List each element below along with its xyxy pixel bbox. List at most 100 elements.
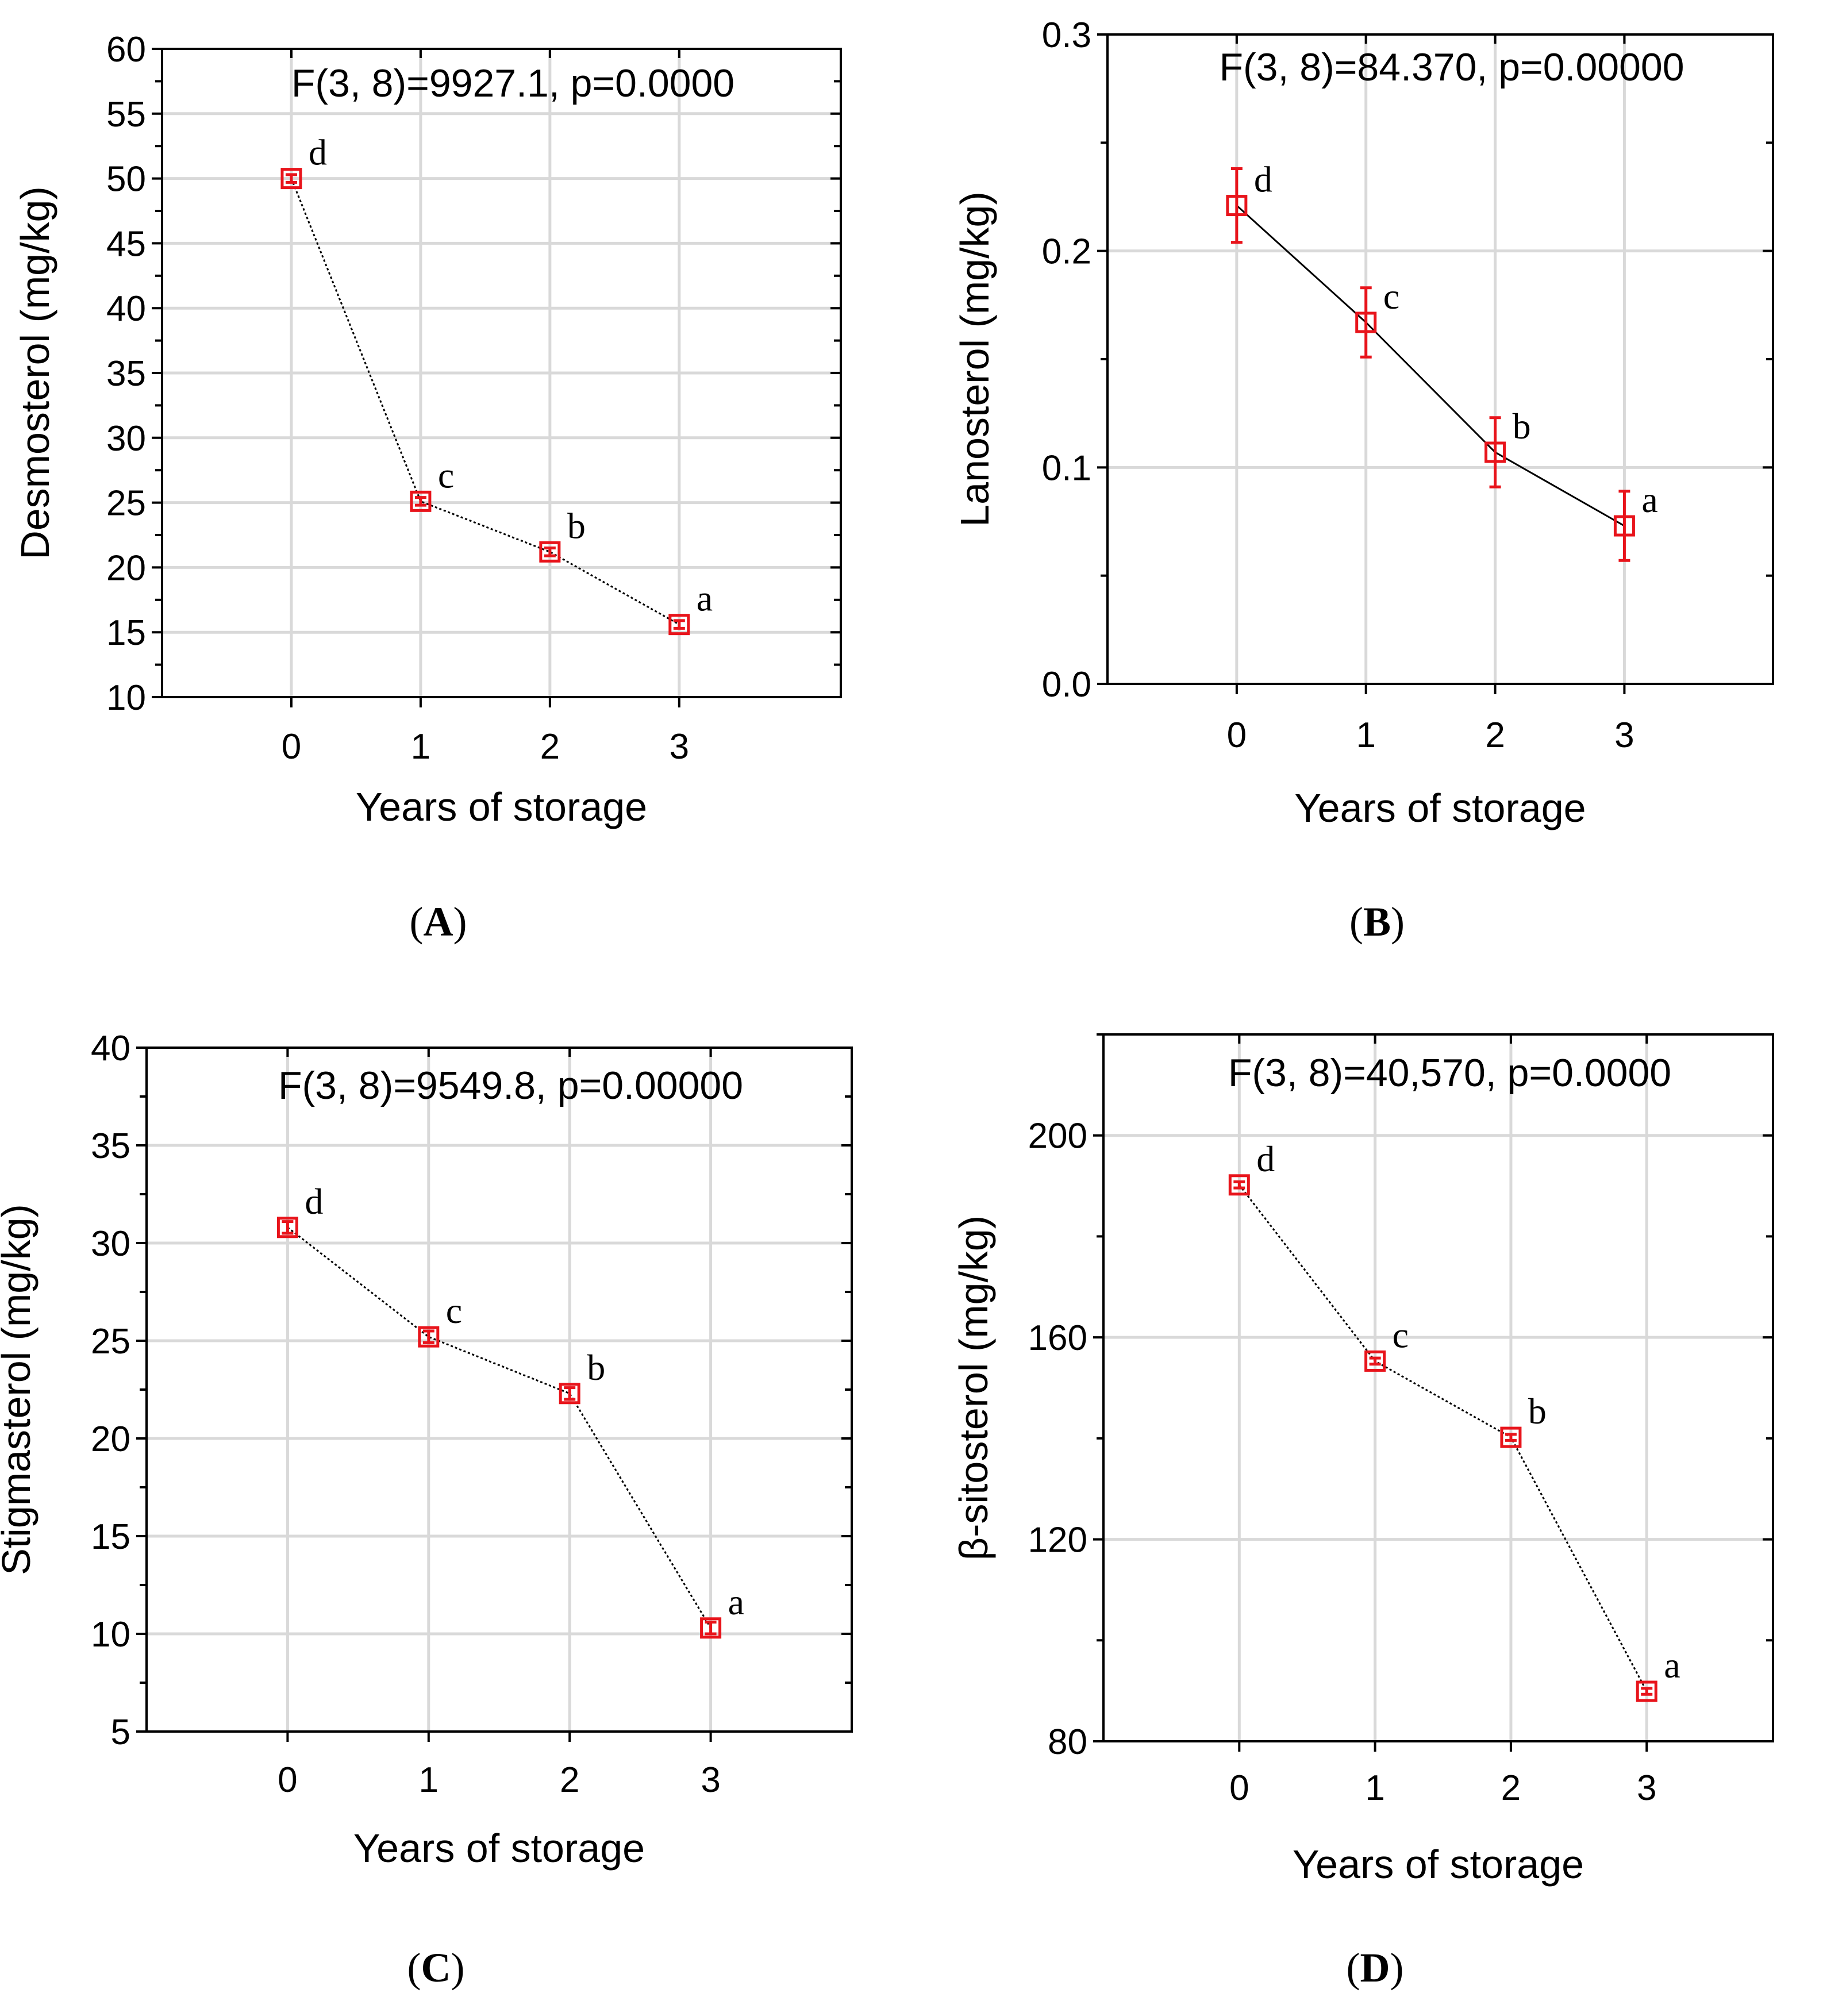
y-tick-label: 200 [1028, 1117, 1087, 1156]
x-tick-label: 3 [670, 727, 689, 767]
error-bar [1641, 1687, 1653, 1696]
error-bar [1233, 1180, 1245, 1190]
anova-annotation: F(3, 8)=9927.1, p=0.0000 [291, 61, 734, 105]
error-bar [1489, 416, 1501, 488]
error-bar [544, 547, 556, 557]
data-point-marker [1484, 441, 1506, 463]
y-tick-label: 10 [106, 678, 146, 718]
panel-a: 10 15 20 25 30 35 40 45 50 55 60 0 1 2 3 Desmosterol (m… [13, 30, 842, 945]
x-tick-label: 3 [701, 1760, 720, 1800]
y-tick-label: 40 [91, 1029, 130, 1068]
y-tick-label: 20 [91, 1419, 130, 1459]
y-tick-label: 35 [106, 354, 146, 394]
anova-annotation: F(3, 8)=9549.8, p=0.00000 [278, 1064, 743, 1107]
series-line [290, 178, 680, 625]
y-axis-title: Lanosterol (mg/kg) [952, 191, 997, 527]
panel-b: 0.0 0.1 0.2 0.3 0 1 2 3 Lanosterol (mg/kg) Years … [952, 16, 1774, 945]
panel-caption: (B) [1349, 899, 1405, 945]
x-tick-label: 1 [411, 727, 430, 767]
data-point-marker [410, 490, 432, 512]
group-letter: b [587, 1347, 605, 1388]
error-bar [285, 173, 297, 184]
y-tick-label: 160 [1028, 1318, 1087, 1358]
y-tick-label: 10 [91, 1615, 130, 1655]
error-bar [414, 496, 426, 507]
data-point-marker [1500, 1426, 1522, 1448]
group-letter: a [1664, 1645, 1680, 1686]
x-axis-title: Years of storage [353, 1826, 645, 1871]
group-letter: d [1256, 1138, 1275, 1179]
x-axis-title: Years of storage [1293, 1842, 1584, 1887]
y-tick-label: 120 [1028, 1521, 1087, 1560]
plot-frame [1106, 33, 1774, 685]
y-tick-label: 45 [106, 224, 146, 264]
x-tick-label: 1 [1365, 1768, 1384, 1808]
plot-frame [1102, 1033, 1774, 1742]
y-tick-label: 60 [106, 30, 146, 70]
y-tick-label: 0.1 [1042, 448, 1091, 488]
error-bar [282, 1220, 294, 1235]
y-axis-title: Stigmasterol (mg/kg) [0, 1204, 39, 1575]
x-tick-label: 2 [540, 727, 560, 767]
group-letter: b [1513, 406, 1531, 447]
data-point-marker [539, 541, 561, 563]
series-line [287, 1226, 711, 1629]
panel-d: 80 120 160 200 0 1 2 3 β-sitosterol (mg/kg) Years… [951, 1033, 1774, 1991]
data-point-marker [700, 1617, 722, 1639]
y-tick-label: 0.3 [1042, 16, 1091, 55]
data-point-marker [559, 1383, 580, 1405]
x-tick-label: 3 [1637, 1768, 1656, 1808]
error-bar [564, 1386, 576, 1401]
anova-annotation: F(3, 8)=40,570, p=0.0000 [1228, 1051, 1671, 1095]
y-tick-label: 15 [106, 613, 146, 653]
error-bar [1230, 167, 1243, 244]
error-bar [1505, 1433, 1517, 1442]
data-point-marker [1228, 1174, 1250, 1196]
data-point-marker [1364, 1350, 1386, 1372]
y-tick-label: 80 [1048, 1722, 1087, 1762]
x-tick-label: 0 [1229, 1768, 1249, 1808]
y-tick-label: 25 [91, 1322, 130, 1361]
x-axis-title: Years of storage [1294, 786, 1586, 830]
x-tick-label: 2 [1501, 1768, 1521, 1808]
y-tick-label: 30 [106, 419, 146, 459]
group-letter: c [438, 455, 454, 495]
y-tick-label: 20 [106, 548, 146, 588]
x-tick-label: 1 [1356, 715, 1375, 755]
data-point-marker [1613, 515, 1635, 537]
error-bar [673, 619, 685, 630]
y-tick-label: 35 [91, 1126, 130, 1166]
panel-caption: (C) [407, 1945, 465, 1991]
data-point-marker [418, 1326, 440, 1348]
group-letter: a [728, 1582, 744, 1622]
error-bar [1618, 490, 1630, 562]
group-letter: d [305, 1181, 323, 1222]
group-letter: c [1383, 276, 1399, 317]
y-tick-label: 15 [91, 1517, 130, 1557]
data-point-marker [668, 614, 690, 636]
y-tick-label: 25 [106, 484, 146, 524]
plot-frame [145, 1047, 853, 1733]
error-bar [1369, 1356, 1381, 1366]
x-tick-label: 0 [278, 1760, 297, 1800]
data-point-marker [280, 168, 302, 190]
x-tick-label: 2 [560, 1760, 579, 1800]
group-letter: a [697, 578, 713, 619]
y-axis-title: β-sitosterol (mg/kg) [951, 1215, 996, 1560]
x-tick-label: 1 [419, 1760, 439, 1800]
x-axis-title: Years of storage [356, 784, 647, 829]
error-bar [1360, 286, 1372, 359]
y-tick-label: 0.0 [1042, 665, 1091, 705]
panel-caption: (D) [1347, 1945, 1404, 1991]
group-letter: c [1393, 1314, 1409, 1355]
data-point-marker [1355, 311, 1377, 333]
y-tick-label: 55 [106, 95, 146, 134]
group-letter: b [1528, 1391, 1547, 1432]
data-point-marker [276, 1217, 298, 1238]
group-letter: d [1254, 159, 1272, 200]
panel-caption: (A) [410, 899, 467, 945]
x-tick-label: 3 [1614, 715, 1634, 755]
error-bar [422, 1329, 434, 1344]
group-letter: a [1641, 479, 1657, 520]
y-tick-label: 5 [111, 1713, 130, 1752]
